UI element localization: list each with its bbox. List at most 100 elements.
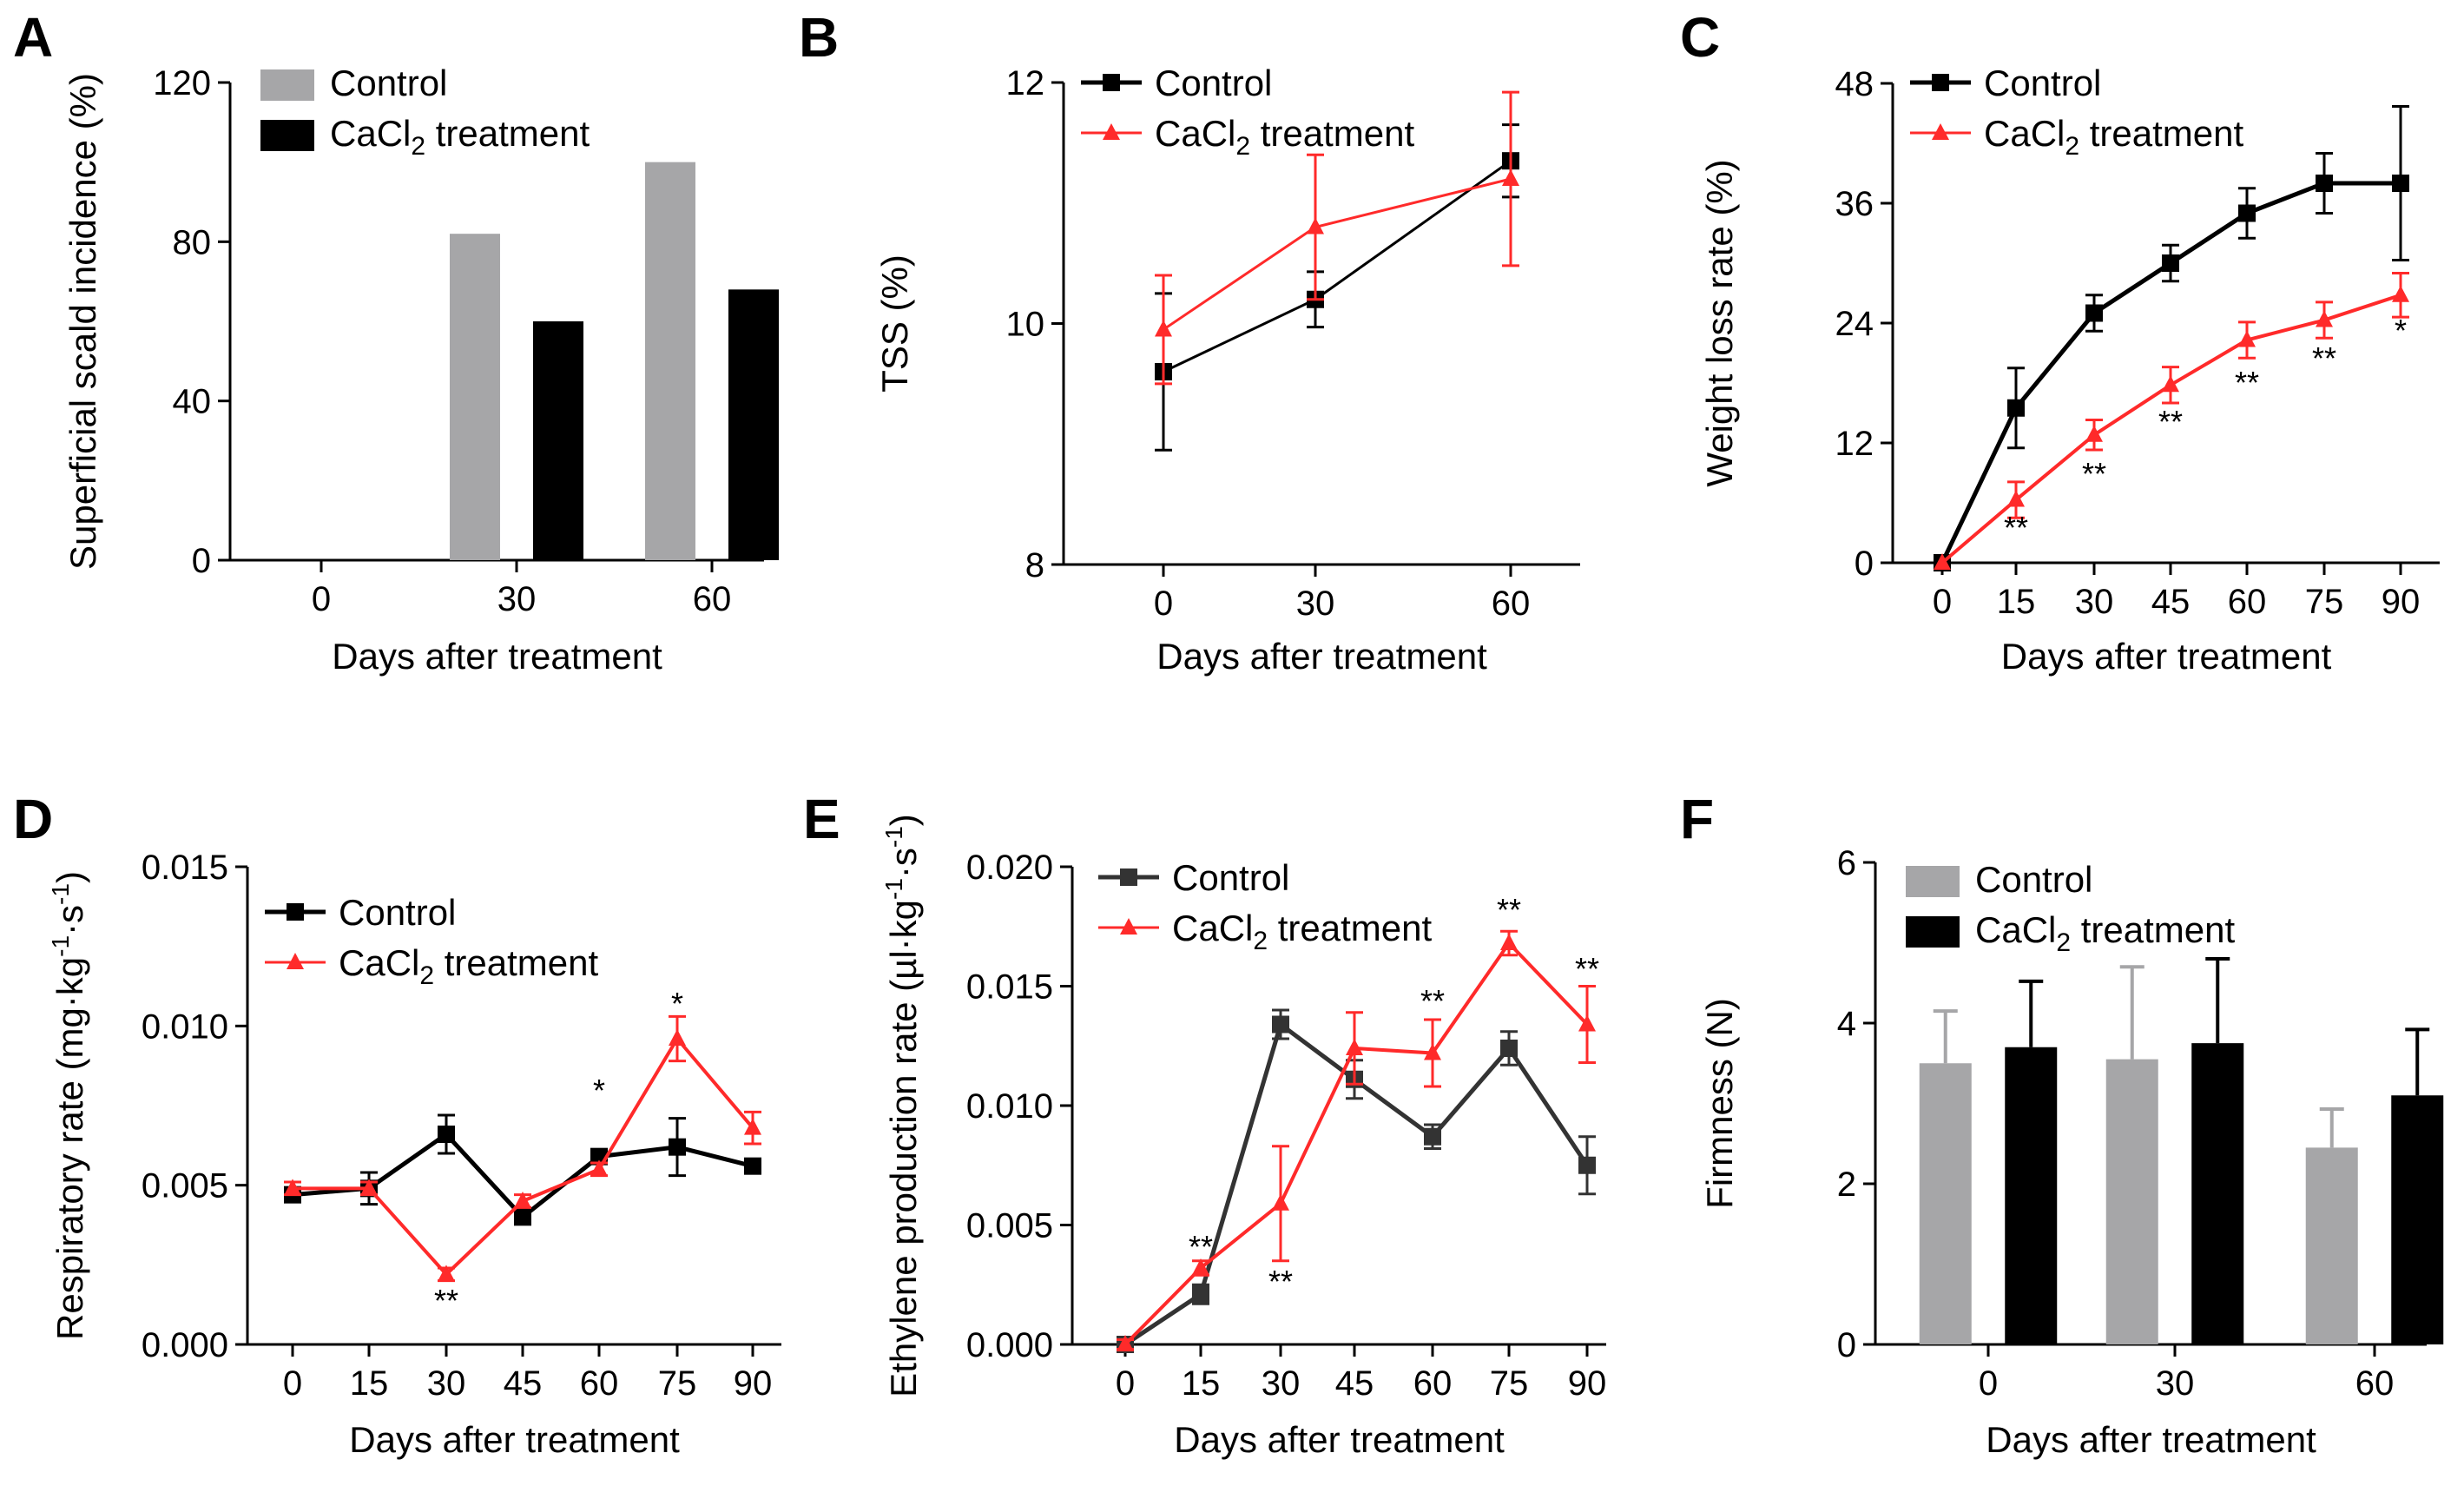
y-axis-label: Superficial scald incidence (%) (63, 73, 103, 570)
x-axis-label: Days after treatment (349, 1419, 680, 1460)
significance-mark: ** (2004, 510, 2028, 545)
point-control-90 (1578, 1156, 1596, 1174)
panel-c: C 0 12 24 36 48 0 15 30 45 60 75 90 Days after treatm… (1680, 6, 2440, 677)
point-cacl2-treatment-0 (284, 1179, 301, 1196)
significance-mark: ** (2158, 404, 2183, 439)
legend-swatch-cacl2-treatment (260, 120, 314, 151)
significance-mark: * (593, 1073, 605, 1108)
panel-letter: D (13, 788, 53, 850)
point-control-45 (2162, 254, 2179, 272)
legend: Control CaCl2 treatment (1098, 857, 1432, 955)
x-tick-label: 30 (427, 1364, 466, 1403)
bar-cacl2-treatment-30 (533, 321, 583, 560)
point-cacl2-treatment-0 (1155, 320, 1172, 337)
panel-letter: F (1680, 788, 1714, 850)
y-tick-label: 36 (1835, 185, 1874, 223)
legend: Control CaCl2 treatment (1906, 859, 2235, 957)
x-tick-label: 15 (1182, 1364, 1221, 1403)
x-axis-label: Days after treatment (1986, 1419, 2316, 1460)
x-tick-label: 75 (1490, 1364, 1529, 1403)
legend-label-control: Control (1984, 63, 2101, 103)
x-tick-label: 0 (283, 1364, 302, 1403)
significance-mark: * (671, 986, 683, 1021)
y-axis-label: Ethylene production rate (µl·kg-1·s-1) (880, 814, 924, 1397)
y-tick-label: 8 (1025, 546, 1044, 584)
point-cacl2-treatment-60 (2238, 330, 2256, 347)
significance-mark: ** (1189, 1229, 1213, 1265)
y-tick-label: 0.015 (142, 849, 228, 887)
y-axis-label: Firmness (N) (1699, 998, 1740, 1209)
y-tick-label: 0.015 (966, 968, 1053, 1007)
x-tick-label: 0 (312, 580, 331, 618)
significance-mark: ** (2235, 365, 2259, 400)
point-cacl2-treatment-30 (2085, 425, 2103, 442)
y-tick-label: 2 (1837, 1166, 1856, 1204)
point-cacl2-treatment-30 (438, 1265, 455, 1282)
y-tick-label: 10 (1006, 306, 1045, 344)
point-cacl2-treatment-0 (1934, 553, 1951, 570)
point-cacl2-treatment-60 (1502, 169, 1519, 186)
legend-swatch-cacl2-treatment (1906, 916, 1960, 948)
y-axis-label: TSS (%) (874, 254, 915, 393)
y-tick-label: 80 (173, 223, 212, 261)
point-cacl2-treatment-15 (360, 1179, 378, 1196)
bar-cacl2-treatment-60 (728, 289, 779, 560)
point-control-45 (514, 1208, 531, 1226)
point-control-90 (2392, 175, 2409, 192)
x-tick-label: 45 (504, 1364, 543, 1403)
x-tick-label: 90 (2382, 583, 2421, 621)
legend-marker-cacl2-treatment (1120, 918, 1137, 935)
x-tick-label: 45 (2151, 583, 2191, 621)
panel-letter: B (799, 6, 839, 69)
legend-marker-control (287, 903, 304, 921)
point-control-75 (1500, 1040, 1518, 1057)
point-cacl2-treatment-45 (1346, 1039, 1363, 1055)
legend-label-control: Control (339, 892, 456, 933)
bar-control-60 (645, 162, 695, 560)
x-tick-label: 60 (580, 1364, 619, 1403)
legend-label-control: Control (1172, 857, 1289, 898)
x-tick-label: 90 (1568, 1364, 1607, 1403)
point-cacl2-treatment-0 (1117, 1335, 1134, 1351)
point-cacl2-treatment-15 (1192, 1258, 1209, 1275)
y-tick-label: 48 (1835, 65, 1874, 103)
legend-label-control: Control (1155, 63, 1272, 103)
x-tick-label: 30 (1262, 1364, 1301, 1403)
point-control-15 (2007, 399, 2025, 417)
bar-control-30 (2105, 1059, 2158, 1344)
y-tick-label: 0 (1837, 1326, 1856, 1364)
legend-marker-cacl2-treatment (1932, 123, 1949, 140)
x-tick-label: 30 (2075, 583, 2114, 621)
y-tick-label: 0.005 (966, 1207, 1053, 1245)
point-control-60 (2238, 204, 2256, 222)
bar-cacl2-treatment-0 (2005, 1047, 2058, 1344)
legend-label-cacl2-treatment: CaCl2 treatment (1984, 113, 2243, 161)
x-tick-label: 60 (1413, 1364, 1453, 1403)
significance-mark: ** (1575, 951, 1599, 987)
point-cacl2-treatment-15 (2007, 490, 2025, 507)
panel-letter: C (1680, 6, 1720, 69)
legend: Control CaCl2 treatment (1910, 63, 2243, 161)
legend-label-cacl2-treatment: CaCl2 treatment (1155, 113, 1414, 161)
legend-label-cacl2-treatment: CaCl2 treatment (330, 113, 590, 161)
point-cacl2-treatment-75 (1500, 934, 1518, 950)
point-control-60 (1424, 1127, 1441, 1146)
y-axis-label: Respiratory rate (mg·kg-1·s-1) (47, 871, 90, 1340)
legend-swatch-control (1906, 866, 1960, 897)
x-tick-label: 0 (1979, 1364, 1998, 1403)
point-control-30 (1272, 1015, 1289, 1034)
point-cacl2-treatment-45 (2162, 375, 2179, 393)
significance-mark: ** (1268, 1264, 1293, 1299)
y-axis-label: Weight loss rate (%) (1699, 159, 1740, 486)
y-tick-label: 6 (1837, 844, 1856, 882)
significance-mark: ** (434, 1283, 458, 1318)
series-line-cacl2-treatment (293, 1035, 754, 1278)
legend-swatch-control (260, 69, 314, 101)
panel-letter: A (13, 6, 53, 69)
x-axis-label: Days after treatment (332, 636, 662, 677)
x-tick-label: 90 (734, 1364, 773, 1403)
legend-label-cacl2-treatment: CaCl2 treatment (1172, 908, 1432, 955)
x-tick-label: 0 (1933, 583, 1952, 621)
